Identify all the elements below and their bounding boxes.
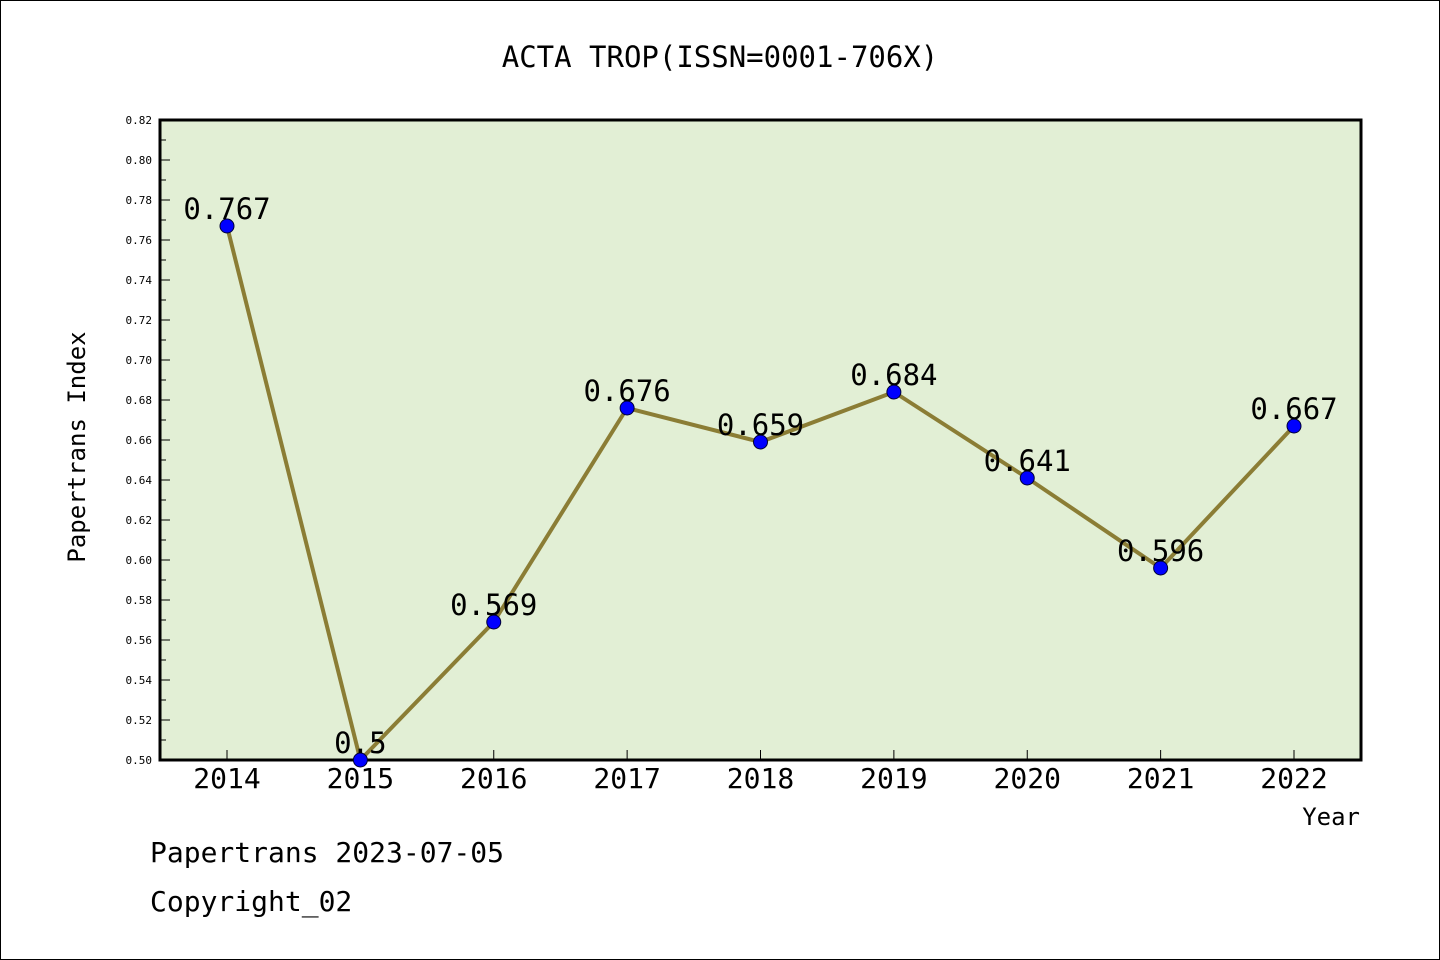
data-label: 0.684 — [850, 358, 937, 392]
y-tick-label: 0.82 — [126, 114, 153, 127]
footer-copyright: Copyright_02 — [150, 885, 353, 918]
y-tick-label: 0.54 — [126, 674, 153, 687]
x-axis: 2014 2015 2016 2017 2018 2019 2020 2021 2022 — [193, 750, 1328, 795]
y-tick-label: 0.72 — [126, 314, 153, 327]
data-point — [1153, 560, 1169, 576]
x-tick-label: 2022 — [1260, 762, 1327, 795]
data-point — [1286, 418, 1302, 434]
y-tick-label: 0.56 — [126, 634, 153, 647]
chart-title: ACTA TROP(ISSN=0001-706X) — [502, 40, 939, 74]
x-tick-label: 2014 — [193, 762, 260, 795]
data-point — [1019, 470, 1035, 486]
data-label: 0.667 — [1250, 392, 1337, 426]
data-point — [753, 434, 768, 450]
data-label: 0.676 — [583, 374, 670, 408]
x-tick-label: 2019 — [860, 762, 927, 795]
y-tick-label: 0.68 — [126, 394, 153, 407]
data-point — [886, 384, 902, 400]
data-label: 0.596 — [1117, 534, 1204, 568]
y-tick-label: 0.60 — [126, 554, 153, 567]
y-tick-label: 0.78 — [126, 194, 153, 207]
y-tick-label: 0.58 — [126, 594, 153, 607]
y-tick-label: 0.66 — [126, 434, 153, 447]
data-label: 0.659 — [717, 408, 804, 442]
data-label: 0.767 — [183, 192, 270, 226]
series-layer: 0.767 0.5 0.569 0.676 0.659 0.684 0.641 0.596 0.… — [183, 192, 1338, 768]
data-label: 0.641 — [984, 444, 1071, 478]
y-tick-label: 0.74 — [126, 274, 153, 287]
x-tick-label: 2016 — [460, 762, 527, 795]
y-axis: 0.50 0.52 0.54 0.56 0.58 0.60 0.62 0.64 0.66 0.68… — [126, 114, 170, 767]
data-label: 0.5 — [334, 726, 386, 760]
data-point — [619, 400, 635, 416]
y-tick-label: 0.52 — [126, 714, 153, 727]
footer-date: Papertrans 2023-07-05 — [150, 836, 505, 869]
x-tick-label: 2018 — [727, 762, 794, 795]
x-tick-label: 2021 — [1127, 762, 1194, 795]
x-tick-label: 2020 — [994, 762, 1061, 795]
y-tick-label: 0.80 — [126, 154, 153, 167]
data-label: 0.569 — [450, 588, 537, 622]
data-point — [352, 752, 368, 768]
y-tick-label: 0.64 — [126, 474, 153, 487]
y-tick-label: 0.62 — [126, 514, 153, 527]
x-tick-label: 2017 — [593, 762, 660, 795]
data-point — [219, 218, 235, 234]
y-tick-label: 0.50 — [126, 754, 153, 767]
y-tick-label: 0.70 — [126, 354, 153, 367]
x-axis-label: Year — [1302, 803, 1360, 831]
data-point — [486, 614, 502, 630]
plot-area — [158, 118, 1363, 762]
y-axis-label: Papertrans Index — [63, 331, 91, 562]
y-tick-label: 0.76 — [126, 234, 153, 247]
